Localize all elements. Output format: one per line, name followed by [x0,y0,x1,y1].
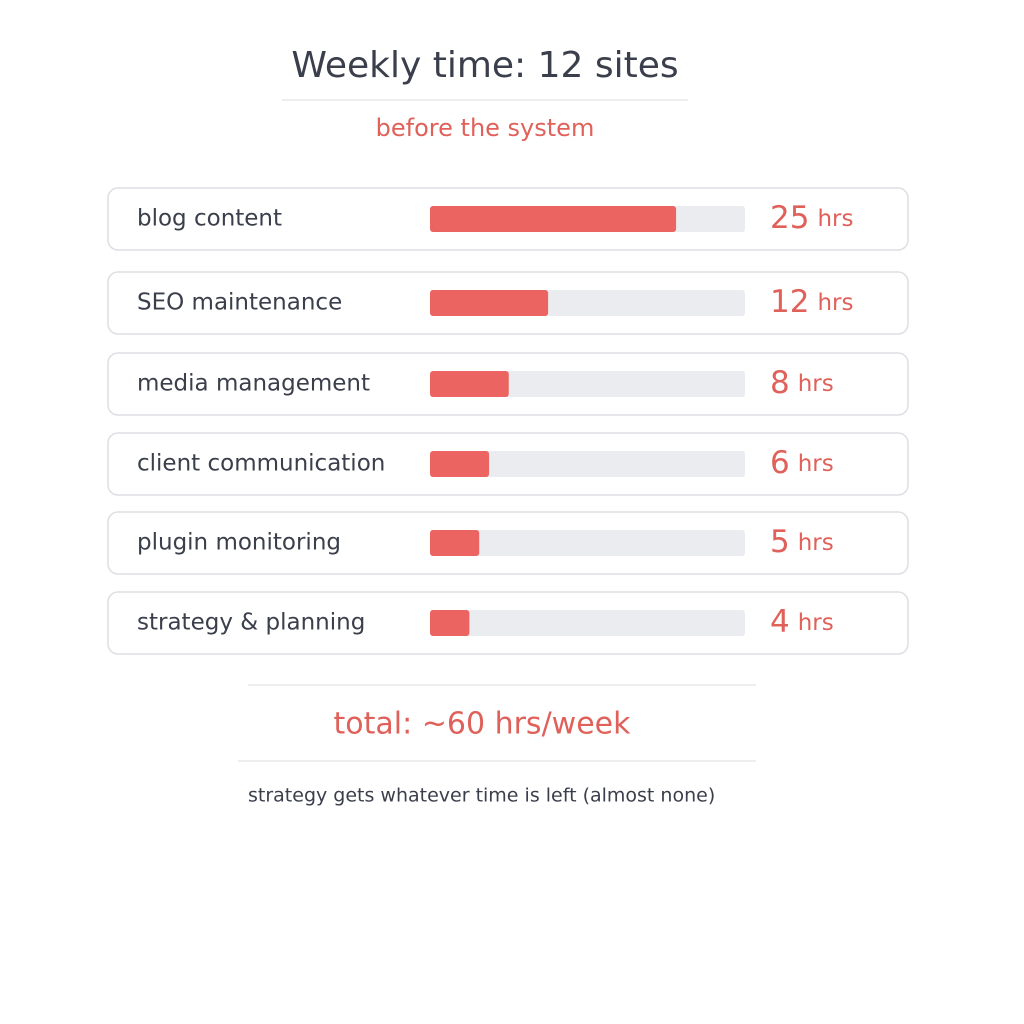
bar [430,530,480,556]
category-label: client communication [137,451,385,477]
total: total: ~60 hrs/week [334,707,632,742]
value-label: 4 hrs [770,604,834,640]
bar-track [430,451,745,477]
value-label: 6 hrs [770,445,834,481]
category-label: blog content [137,206,282,232]
category-label: SEO maintenance [137,290,342,316]
bar-track [430,610,745,636]
value-number: 8 [770,365,790,401]
value-unit: hrs [798,371,834,397]
bar [430,206,677,232]
value-label: 12 hrs [770,284,853,320]
bar [430,610,470,636]
value-label: 25 hrs [770,200,853,236]
value-unit: hrs [798,530,834,556]
value-number: 12 [770,284,809,320]
value-unit: hrs [817,206,853,232]
bar [430,290,549,316]
value-number: 4 [770,604,790,640]
value-unit: hrs [798,451,834,477]
value-number: 25 [770,200,809,236]
category-label: media management [137,371,370,397]
value-label: 5 hrs [770,524,834,560]
value-unit: hrs [798,610,834,636]
value-number: 6 [770,445,790,481]
bar-track [430,530,745,556]
note: strategy gets whatever time is left (alm… [248,785,715,807]
bar [430,371,509,397]
category-label: plugin monitoring [137,530,341,556]
title: Weekly time: 12 sites [291,45,678,86]
value-label: 8 hrs [770,365,834,401]
category-label: strategy & planning [137,610,365,636]
value-unit: hrs [817,290,853,316]
value-number: 5 [770,524,790,560]
subtitle: before the system [376,114,595,142]
bar [430,451,490,477]
